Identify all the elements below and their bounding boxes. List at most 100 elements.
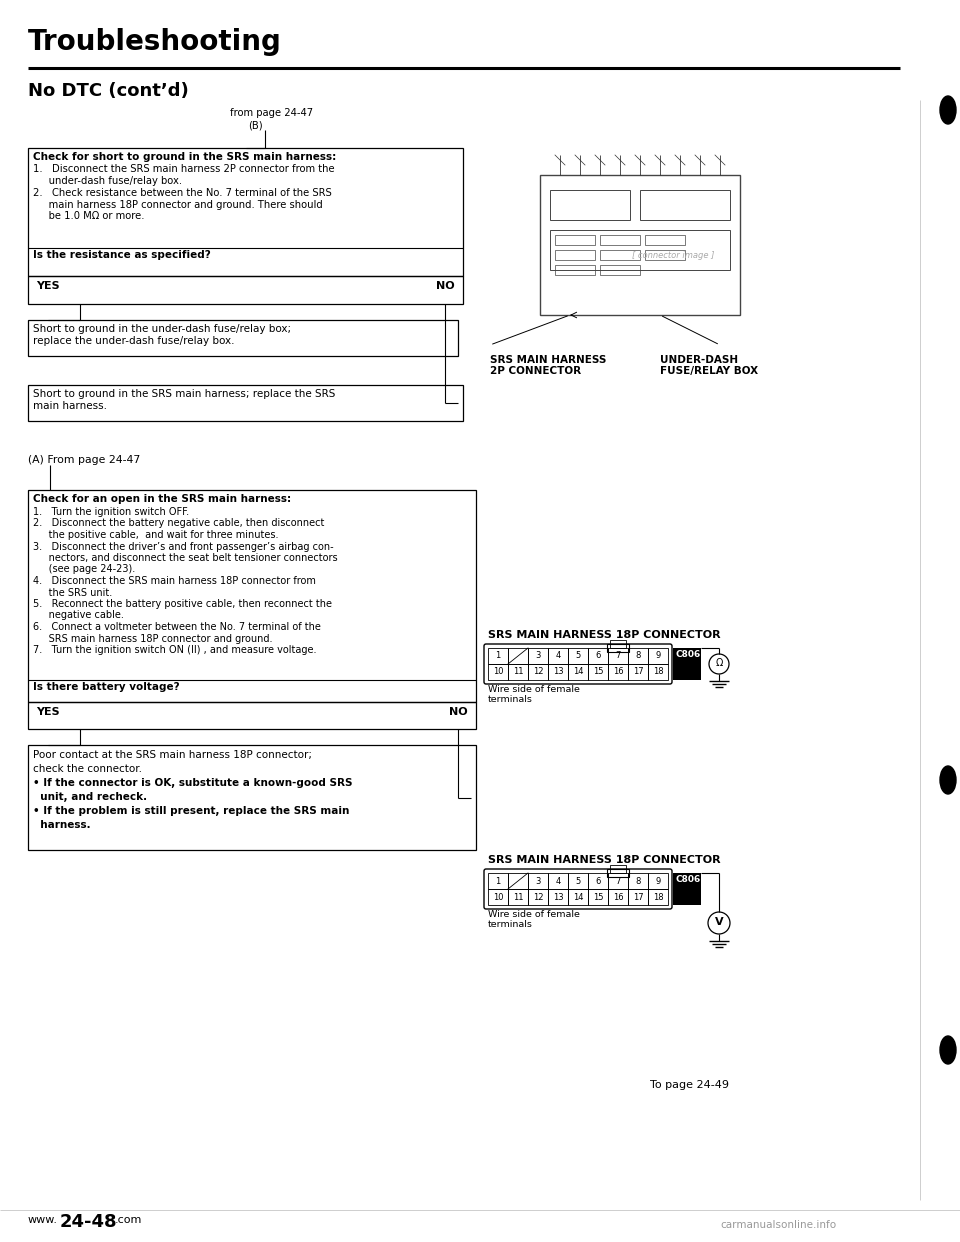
Bar (28, 385, 463, 421)
Bar (555, 250, 595, 260)
Text: Short to ground in the SRS main harness; replace the SRS
main harness.: Short to ground in the SRS main harness;… (33, 389, 335, 411)
Text: 4: 4 (556, 652, 561, 661)
Bar (548, 873, 568, 889)
Text: 16: 16 (612, 893, 623, 902)
Bar (588, 664, 608, 681)
Text: 14: 14 (573, 893, 584, 902)
Text: C806: C806 (675, 876, 700, 884)
Bar (645, 250, 685, 260)
Text: 24-48: 24-48 (60, 1213, 118, 1231)
Bar (588, 873, 608, 889)
Ellipse shape (940, 1036, 956, 1064)
Text: 8: 8 (636, 652, 640, 661)
Text: .com: .com (115, 1215, 142, 1225)
Bar (488, 889, 508, 905)
Text: SRS MAIN HARNESS: SRS MAIN HARNESS (490, 355, 607, 365)
Bar (628, 664, 648, 681)
Bar (568, 873, 588, 889)
Bar (610, 640, 626, 648)
Text: FUSE/RELAY BOX: FUSE/RELAY BOX (660, 366, 758, 376)
Text: C806: C806 (675, 650, 700, 660)
Text: 4.   Disconnect the SRS main harness 18P connector from: 4. Disconnect the SRS main harness 18P c… (33, 576, 316, 586)
Text: Is the resistance as specified?: Is the resistance as specified? (33, 250, 211, 260)
Bar (568, 664, 588, 681)
Bar (600, 265, 640, 274)
Text: 12: 12 (533, 893, 543, 902)
Text: 13: 13 (553, 667, 564, 677)
Text: 15: 15 (592, 893, 603, 902)
Text: the positive cable,  and wait for three minutes.: the positive cable, and wait for three m… (33, 530, 278, 540)
Text: unit, and recheck.: unit, and recheck. (33, 792, 147, 802)
Bar (488, 648, 508, 664)
Text: 3.   Disconnect the driver’s and front passenger’s airbag con-: 3. Disconnect the driver’s and front pas… (33, 542, 334, 551)
Text: 16: 16 (612, 667, 623, 677)
Bar (608, 648, 628, 664)
Text: 3: 3 (536, 652, 540, 661)
Text: 2.   Disconnect the battery negative cable, then disconnect: 2. Disconnect the battery negative cable… (33, 518, 324, 529)
Text: negative cable.: negative cable. (33, 611, 124, 621)
Text: 12: 12 (533, 667, 543, 677)
Text: Ω: Ω (715, 658, 723, 668)
Text: from page 24-47: from page 24-47 (230, 108, 313, 118)
Bar (540, 175, 740, 315)
Bar (28, 491, 476, 702)
Bar (607, 869, 629, 877)
Text: Wire side of female
terminals: Wire side of female terminals (488, 910, 580, 929)
Bar (548, 889, 568, 905)
Bar (548, 648, 568, 664)
Text: Troubleshooting: Troubleshooting (28, 29, 282, 56)
Text: 18: 18 (653, 893, 663, 902)
Ellipse shape (940, 96, 956, 124)
Bar (28, 745, 476, 850)
Bar (528, 664, 548, 681)
Bar (568, 889, 588, 905)
Text: 17: 17 (633, 893, 643, 902)
Text: 2.   Check resistance between the No. 7 terminal of the SRS
     main harness 18: 2. Check resistance between the No. 7 te… (33, 188, 332, 221)
Bar (528, 648, 548, 664)
Bar (628, 889, 648, 905)
Text: • If the problem is still present, replace the SRS main: • If the problem is still present, repla… (33, 806, 349, 816)
Text: 7: 7 (615, 652, 621, 661)
Text: [ connector image ]: [ connector image ] (632, 251, 714, 260)
Text: No DTC (cont’d): No DTC (cont’d) (28, 82, 189, 101)
Bar (508, 648, 528, 664)
Text: 2P CONNECTOR: 2P CONNECTOR (490, 366, 581, 376)
Bar (555, 235, 595, 245)
Bar (528, 889, 548, 905)
Bar (608, 889, 628, 905)
Text: 6: 6 (595, 877, 601, 886)
Text: 9: 9 (656, 877, 660, 886)
Text: check the connector.: check the connector. (33, 764, 142, 774)
Text: • If the connector is OK, substitute a known-good SRS: • If the connector is OK, substitute a k… (33, 777, 352, 787)
Text: 11: 11 (513, 667, 523, 677)
Bar (28, 148, 463, 276)
Bar (28, 276, 463, 304)
Text: harness.: harness. (33, 820, 90, 830)
Bar (648, 648, 668, 664)
Text: Check for an open in the SRS main harness:: Check for an open in the SRS main harnes… (33, 494, 291, 504)
Text: SRS MAIN HARNESS 18P CONNECTOR: SRS MAIN HARNESS 18P CONNECTOR (488, 854, 721, 864)
Text: the SRS unit.: the SRS unit. (33, 587, 112, 597)
Bar (555, 265, 595, 274)
Bar (610, 864, 626, 873)
Text: V: V (714, 917, 723, 927)
Bar (645, 235, 685, 245)
Bar (648, 664, 668, 681)
Text: NO: NO (437, 281, 455, 291)
Text: 5: 5 (575, 877, 581, 886)
Bar (608, 664, 628, 681)
Text: 6.   Connect a voltmeter between the No. 7 terminal of the: 6. Connect a voltmeter between the No. 7… (33, 622, 321, 632)
Bar (550, 190, 630, 220)
Bar (628, 873, 648, 889)
Text: 7.   Turn the ignition switch ON (II) , and measure voltage.: 7. Turn the ignition switch ON (II) , an… (33, 645, 317, 655)
Bar (600, 235, 640, 245)
Bar (588, 648, 608, 664)
Text: nectors, and disconnect the seat belt tensioner connectors: nectors, and disconnect the seat belt te… (33, 553, 338, 563)
Text: (see page 24-23).: (see page 24-23). (33, 565, 135, 575)
Text: 11: 11 (513, 893, 523, 902)
Text: 4: 4 (556, 877, 561, 886)
Bar (548, 664, 568, 681)
Text: To page 24-49: To page 24-49 (650, 1081, 729, 1090)
Text: UNDER-DASH: UNDER-DASH (660, 355, 738, 365)
Text: 8: 8 (636, 877, 640, 886)
